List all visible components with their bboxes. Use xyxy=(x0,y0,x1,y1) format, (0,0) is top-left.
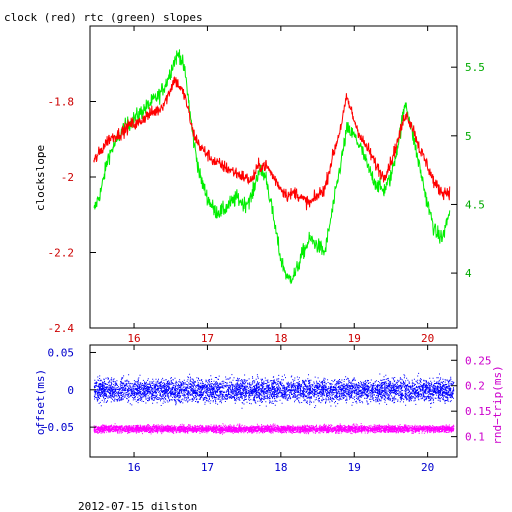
top-y2-tick-label: 5 xyxy=(465,130,472,143)
roundtrip-points xyxy=(93,423,455,435)
bottom-y-tick-label: −0.05 xyxy=(41,421,74,434)
top-y-axis-label: clockslope xyxy=(34,145,47,211)
top-y-tick-label: -1.8 xyxy=(48,96,75,109)
bottom-x-ticks: 16 17 18 19 20 xyxy=(127,345,434,474)
bottom-x-tick-label: 19 xyxy=(348,461,361,474)
top-x-tick-label: 16 xyxy=(127,332,140,345)
top-x-ticks: 16 17 18 19 20 xyxy=(127,26,434,345)
bottom-y2-tick-label: 0.25 xyxy=(465,354,492,367)
top-x-tick-label: 17 xyxy=(201,332,214,345)
bottom-y2-tick-label: 0.1 xyxy=(465,431,485,444)
top-y-tick-label: -2.2 xyxy=(48,247,75,260)
top-y2-ticks: 5.5 5 4.5 4 xyxy=(451,61,485,280)
bottom-x-tick-label: 18 xyxy=(274,461,287,474)
clock-slope-line xyxy=(93,76,451,211)
top-y-ticks: -1.8 -2 -2.2 -2.4 xyxy=(48,96,96,335)
figure-footer: 2012-07-15 dilston xyxy=(78,500,197,512)
rtc-slope-line xyxy=(93,49,451,285)
bottom-y2-tick-label: 0.15 xyxy=(465,405,492,418)
bottom-y2-tick-label: 0.2 xyxy=(465,380,485,393)
bottom-y-tick-label: 0 xyxy=(67,384,74,397)
bottom-panel: 16 17 18 19 20 0.05 0 −0.05 0.25 0.2 0.15 0.1 off… xyxy=(34,344,504,474)
figure-title: clock (red) rtc (green) slopes xyxy=(4,11,203,24)
top-y-tick-label: -2 xyxy=(61,171,74,184)
top-x-tick-label: 19 xyxy=(348,332,361,345)
top-x-tick-label: 20 xyxy=(421,332,434,345)
top-panel: 16 17 18 19 20 -1.8 -2 -2.2 -2.4 5.5 5 4.5 4 clock… xyxy=(34,25,485,345)
bottom-x-tick-label: 16 xyxy=(127,461,140,474)
top-y-tick-label: -2.4 xyxy=(48,322,75,335)
bottom-x-tick-label: 17 xyxy=(201,461,214,474)
top-x-tick-label: 18 xyxy=(274,332,287,345)
bottom-x-tick-label: 20 xyxy=(421,461,434,474)
top-y2-tick-label: 4 xyxy=(465,267,472,280)
bottom-scatter-points xyxy=(93,372,455,435)
offset-points xyxy=(93,372,455,409)
bottom-y2-axis-label: rnd−trip(ms) xyxy=(491,365,504,444)
top-y2-tick-label: 5.5 xyxy=(465,61,485,74)
top-y2-tick-label: 4.5 xyxy=(465,198,485,211)
bottom-y-tick-label: 0.05 xyxy=(48,346,75,359)
top-series xyxy=(93,49,451,285)
bottom-y-axis-label: offset(ms) xyxy=(34,369,47,435)
bottom-plot-frame xyxy=(89,344,458,458)
bottom-y2-ticks: 0.25 0.2 0.15 0.1 xyxy=(451,354,492,444)
bottom-y-ticks: 0.05 0 −0.05 xyxy=(41,346,96,434)
